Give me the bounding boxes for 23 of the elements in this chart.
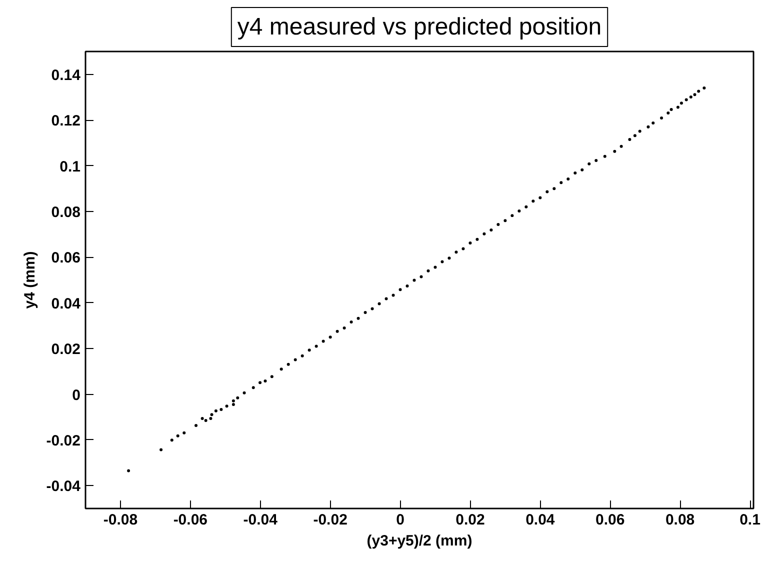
x-tick-label: -0.08 (103, 512, 138, 528)
x-tick-label: 0.06 (596, 512, 625, 528)
y-tick-label: 0.1 (60, 158, 81, 176)
x-tick-label: -0.06 (173, 512, 208, 528)
x-tick-label: 0.04 (526, 512, 556, 528)
x-tick-label: 0 (396, 512, 404, 528)
y-tick-label: 0.04 (51, 295, 82, 312)
y-tick-label: 0.14 (51, 66, 82, 84)
x-tick-label: -0.02 (313, 512, 348, 528)
y-tick-label: 0 (72, 386, 80, 404)
y-axis-title: y4 (mm) (21, 251, 38, 309)
x-axis-title: (y3+y5)/2 (mm) (366, 532, 472, 550)
y-tick-label: 0.08 (51, 204, 81, 221)
y-tick-label: -0.02 (46, 432, 81, 450)
x-tick-label: -0.04 (243, 512, 278, 528)
y-tick-label: 0.12 (51, 112, 81, 130)
chart-title: y4 measured vs predicted position (237, 14, 602, 40)
y-tick-label: -0.04 (46, 478, 82, 496)
x-tick-label: 0.02 (456, 512, 485, 528)
x-tick-label: 0.1 (740, 512, 760, 528)
x-tick-label: 0.08 (665, 512, 695, 528)
y-tick-label: 0.02 (51, 341, 81, 358)
y-tick-label: 0.06 (51, 250, 81, 267)
